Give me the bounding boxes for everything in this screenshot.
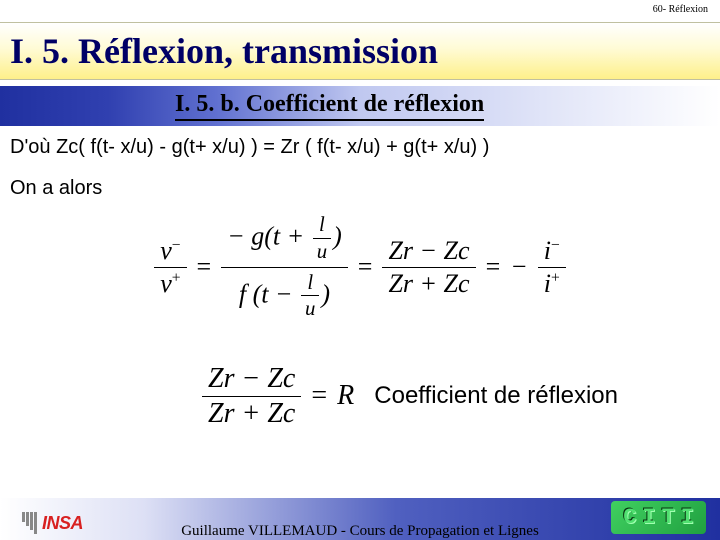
coefficient-label: Coefficient de réflexion — [374, 382, 618, 410]
frac-v: v− v+ — [154, 235, 186, 299]
frac-i: i− i+ — [538, 235, 566, 299]
slide-title: I. 5. Réflexion, transmission — [10, 30, 438, 72]
frac-gf: − g(t + lu) f (t − lu) — [221, 210, 348, 324]
slide-subtitle: I. 5. b. Coefficient de réflexion — [175, 91, 484, 121]
equation-text-line: D'où Zc( f(t- x/u) - g(t+ x/u) ) = Zr ( … — [10, 136, 710, 159]
subtitle-bar: I. 5. b. Coefficient de réflexion — [0, 86, 720, 126]
intro-text: On a alors — [10, 177, 710, 200]
insa-logo: INSA — [22, 512, 83, 534]
content-area: D'où Zc( f(t- x/u) - g(t+ x/u) ) = Zr ( … — [10, 136, 710, 430]
formula-2: Zr − Zc Zr + Zc = R — [202, 362, 354, 430]
formula-1: v− v+ = − g(t + lu) f (t − lu) = Zr − Zc… — [10, 210, 710, 324]
formula-2-row: Zr − Zc Zr + Zc = R Coefficient de réfle… — [10, 362, 710, 430]
title-bar: I. 5. Réflexion, transmission — [0, 22, 720, 80]
insa-text: INSA — [42, 513, 83, 534]
page-number: 60- Réflexion — [653, 4, 708, 15]
citi-logo: CITI — [611, 501, 706, 534]
frac-z: Zr − Zc Zr + Zc — [382, 235, 475, 299]
footer-text: Guillaume VILLEMAUD - Cours de Propagati… — [181, 523, 539, 540]
